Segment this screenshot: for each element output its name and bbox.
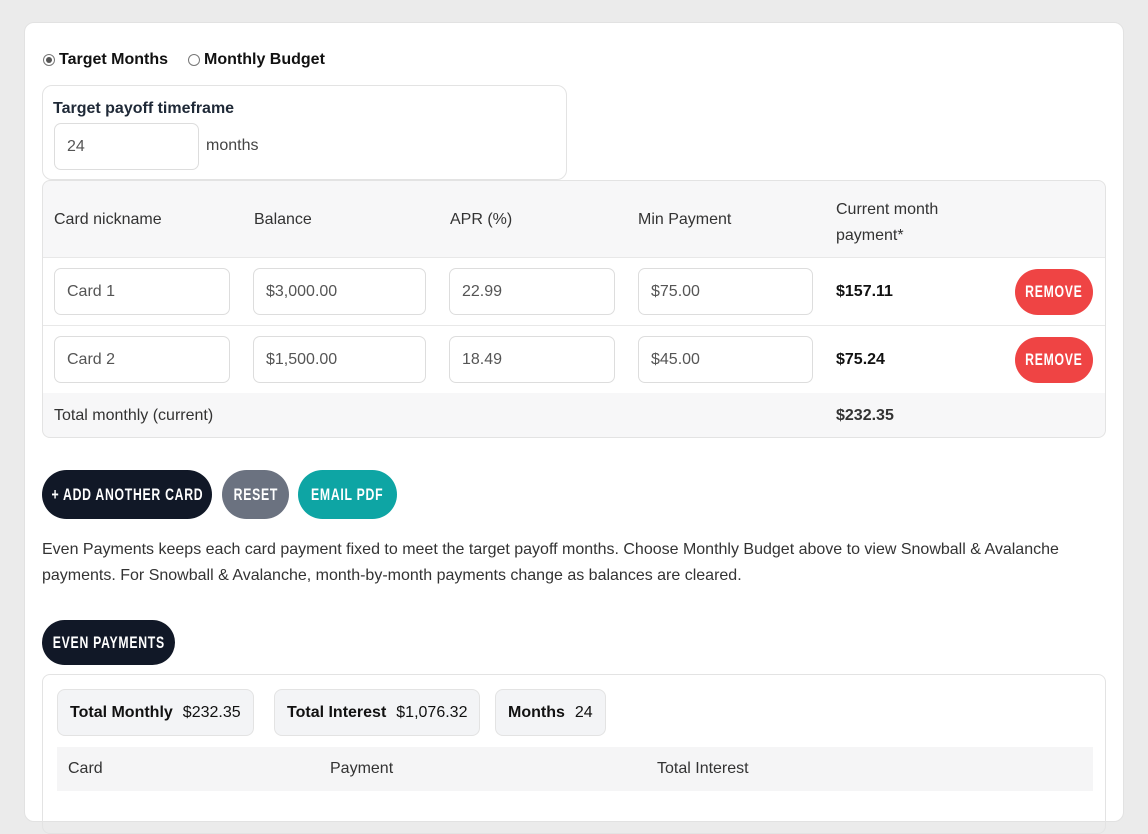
col-total-interest: Total Interest (657, 760, 749, 777)
reset-button[interactable]: RESET (222, 470, 289, 519)
results-panel: Total Monthly $232.35 Total Interest $1,07… (42, 674, 1106, 834)
stat-label: Months (508, 703, 565, 721)
cards-table: Card nickname Balance APR (%) Min Paymen… (42, 180, 1106, 438)
total-value: $232.35 (836, 407, 894, 424)
mode-selector: Target Months Monthly Budget (43, 51, 325, 69)
add-card-label: + ADD ANOTHER CARD (51, 484, 203, 504)
current-payment: $75.24 (836, 351, 885, 368)
table-row: Card 2 $1,500.00 18.49 $45.00 $75.24 REM… (43, 325, 1105, 393)
current-payment: $157.11 (836, 283, 893, 300)
mode-target-months[interactable]: Target Months (43, 51, 168, 69)
explanation-note: Even Payments keeps each card payment fi… (42, 541, 1059, 584)
target-unit: months (206, 137, 259, 154)
email-pdf-button[interactable]: EMAIL PDF (298, 470, 397, 519)
col-apr: APR (%) (450, 211, 513, 228)
col-current-payment: Current month payment* (836, 201, 939, 244)
nickname-input[interactable]: Card 1 (54, 268, 230, 315)
mode-monthly-budget[interactable]: Monthly Budget (188, 51, 325, 69)
results-table-header: Card Payment Total Interest (57, 747, 1093, 791)
calculator-card: Target Months Monthly Budget Target payo… (24, 22, 1124, 834)
remove-label: REMOVE (1025, 282, 1083, 301)
apr-input[interactable]: 22.99 (449, 268, 615, 315)
stat-value: $232.35 (182, 703, 241, 721)
remove-label: REMOVE (1025, 350, 1083, 369)
add-card-button[interactable]: + ADD ANOTHER CARD (42, 470, 212, 519)
stat-label: Total Monthly (70, 703, 173, 721)
email-pdf-label: EMAIL PDF (311, 484, 384, 504)
col-nickname: Card nickname (54, 211, 162, 228)
remove-button[interactable]: REMOVE (1015, 269, 1093, 315)
stat-label: Total Interest (287, 703, 387, 721)
balance-input[interactable]: $3,000.00 (253, 268, 426, 315)
target-months-input[interactable]: 24 (54, 123, 199, 170)
apr-input[interactable]: 18.49 (449, 336, 615, 383)
target-panel: Target payoff timeframe 24 months (42, 85, 567, 180)
min-payment-input[interactable]: $75.00 (638, 268, 813, 315)
col-payment: Payment (330, 760, 394, 777)
stat-total-monthly: Total Monthly $232.35 (57, 689, 254, 736)
radio-icon[interactable] (188, 54, 201, 66)
remove-button[interactable]: REMOVE (1015, 337, 1093, 383)
stat-total-interest: Total Interest $1,076.32 (274, 689, 481, 736)
mode-label: Target Months (59, 51, 169, 68)
reset-label: RESET (233, 484, 278, 504)
balance-input[interactable]: $1,500.00 (253, 336, 426, 383)
col-min-payment: Min Payment (638, 211, 732, 228)
min-payment-input[interactable]: $45.00 (638, 336, 813, 383)
target-label: Target payoff timeframe (53, 100, 235, 117)
stat-value: 24 (574, 703, 593, 721)
tab-even-payments[interactable]: EVEN PAYMENTS (42, 620, 175, 665)
radio-selected-icon[interactable] (43, 54, 55, 66)
stat-value: $1,076.32 (396, 703, 468, 721)
nickname-input[interactable]: Card 2 (54, 336, 230, 383)
total-label: Total monthly (current) (54, 407, 214, 424)
stat-months: Months 24 (495, 689, 606, 736)
col-balance: Balance (254, 211, 312, 228)
table-row: Card 1 $3,000.00 22.99 $75.00 $157.11 RE… (43, 257, 1105, 325)
col-card: Card (68, 760, 103, 777)
tab-label: EVEN PAYMENTS (52, 632, 165, 652)
mode-label: Monthly Budget (204, 51, 325, 68)
